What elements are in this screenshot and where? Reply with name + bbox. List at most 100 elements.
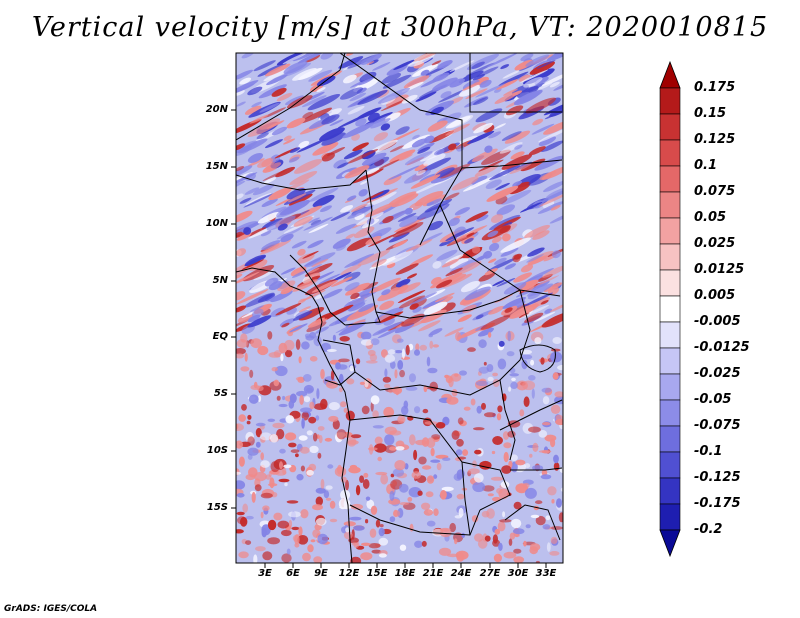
velocity-cell <box>287 331 294 337</box>
velocity-cell <box>337 364 348 370</box>
velocity-cell <box>447 115 474 129</box>
velocity-cell <box>267 519 277 531</box>
velocity-cell <box>277 280 296 292</box>
velocity-cell <box>372 62 391 71</box>
velocity-cell <box>492 496 502 502</box>
velocity-cell <box>463 406 471 411</box>
velocity-cell <box>444 327 464 337</box>
velocity-cell <box>516 89 543 104</box>
velocity-cell <box>313 556 323 563</box>
velocity-cell <box>300 465 305 472</box>
velocity-cell <box>543 121 563 135</box>
velocity-cell <box>497 405 503 413</box>
colorbar-label: 0.075 <box>694 184 736 199</box>
colorbar-segment <box>659 113 681 141</box>
velocity-cell <box>344 282 360 292</box>
velocity-cell <box>323 490 330 499</box>
boundary-south-sudan <box>439 204 561 297</box>
velocity-cell <box>493 553 502 563</box>
velocity-cell <box>296 390 308 397</box>
velocity-cell <box>358 189 368 197</box>
velocity-cell <box>549 212 563 224</box>
velocity-cell <box>499 142 523 154</box>
velocity-cell <box>260 460 270 468</box>
velocity-cell <box>338 498 347 510</box>
velocity-cell <box>283 224 303 234</box>
velocity-cell <box>236 471 241 475</box>
velocity-cell <box>557 364 563 371</box>
velocity-cell <box>448 143 457 151</box>
velocity-cell <box>489 242 500 252</box>
velocity-cell <box>509 367 516 374</box>
velocity-cell <box>238 414 246 422</box>
velocity-cell <box>312 194 335 208</box>
velocity-cell <box>312 504 323 511</box>
velocity-cell <box>353 226 375 239</box>
colorbar-label: 0.125 <box>694 132 736 147</box>
velocity-cell <box>236 210 253 223</box>
velocity-cell <box>302 111 314 119</box>
lat-label-15s: 15S <box>206 502 228 513</box>
velocity-cell <box>282 467 287 475</box>
velocity-cell <box>475 83 505 98</box>
velocity-cell <box>236 166 245 172</box>
velocity-cell <box>440 490 447 500</box>
velocity-cell <box>519 409 525 417</box>
velocity-cell <box>532 118 544 126</box>
velocity-cell <box>322 288 343 299</box>
velocity-cell <box>359 71 377 83</box>
velocity-cell <box>447 553 459 558</box>
velocity-cell <box>549 81 560 88</box>
velocity-cell <box>510 381 518 389</box>
velocity-cell <box>383 383 391 388</box>
velocity-cell <box>257 158 274 168</box>
velocity-cell <box>276 203 302 218</box>
velocity-cell <box>392 240 408 248</box>
colorbar-label: -0.125 <box>694 470 741 485</box>
velocity-cell <box>423 385 428 393</box>
velocity-cell <box>339 87 364 100</box>
velocity-cell <box>304 263 333 277</box>
colorbar-bottom-triangle <box>659 529 681 558</box>
colorbar-segment <box>659 399 681 427</box>
colorbar-segment <box>659 217 681 245</box>
velocity-cell <box>236 289 269 305</box>
velocity-cell <box>310 539 316 543</box>
velocity-cell <box>405 386 418 391</box>
velocity-cell <box>270 434 279 443</box>
velocity-cell <box>474 449 482 455</box>
velocity-cell <box>430 277 442 285</box>
velocity-cell <box>472 73 486 81</box>
velocity-cell <box>388 498 401 505</box>
velocity-cell <box>498 340 505 347</box>
colorbar-label: 0.0125 <box>694 262 745 277</box>
velocity-cell <box>351 434 362 439</box>
velocity-cell <box>303 216 333 231</box>
velocity-cell <box>430 459 441 463</box>
velocity-cell <box>514 144 523 150</box>
velocity-cell <box>399 502 410 506</box>
velocity-cell <box>475 314 484 320</box>
velocity-cell <box>417 146 431 154</box>
velocity-cell <box>389 430 402 436</box>
velocity-cell <box>355 118 367 127</box>
colorbar-top-triangle <box>659 60 681 89</box>
velocity-cell <box>414 190 444 207</box>
velocity-cell <box>315 487 326 494</box>
velocity-cell <box>299 395 304 405</box>
velocity-cell <box>247 315 272 328</box>
velocity-cell <box>243 227 252 235</box>
velocity-cell <box>344 165 370 179</box>
velocity-cell <box>343 149 363 160</box>
velocity-cell <box>451 176 479 191</box>
velocity-cell <box>236 172 258 188</box>
velocity-cell <box>384 434 395 446</box>
velocity-cell <box>251 491 256 503</box>
velocity-cell <box>388 387 394 394</box>
velocity-cell <box>502 296 526 309</box>
velocity-cell <box>513 548 522 554</box>
velocity-cell <box>542 524 551 530</box>
velocity-cell <box>466 232 475 237</box>
velocity-cell <box>389 490 395 501</box>
velocity-cell <box>472 246 481 254</box>
